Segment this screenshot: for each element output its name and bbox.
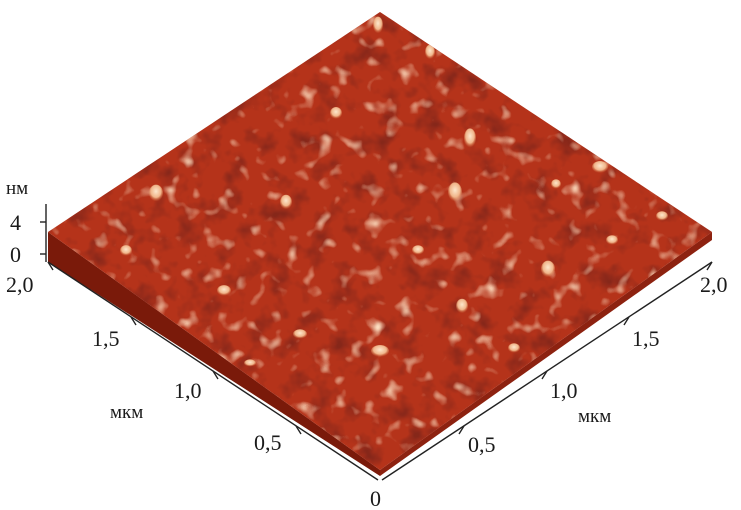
surface-peak <box>371 345 389 357</box>
height-tick-0: 0 <box>10 242 21 267</box>
surface-peak <box>508 343 520 353</box>
surface-peak <box>217 285 231 296</box>
left-tick-1-0: 1,0 <box>174 378 202 403</box>
left-tick-2-0: 2,0 <box>6 272 34 297</box>
right-tick-1-0: 1,0 <box>550 378 578 403</box>
right-tick-0-5: 0,5 <box>468 432 496 457</box>
origin-label: 0 <box>370 486 381 510</box>
surface-peak <box>541 260 555 278</box>
surface-peak <box>244 359 256 367</box>
left-tick-1-5: 1,5 <box>92 326 120 351</box>
surface-peaks <box>120 16 668 367</box>
surface-peak <box>280 194 292 210</box>
right-tick-2-0: 2,0 <box>700 272 728 297</box>
surface-peak <box>656 211 668 221</box>
left-axis-unit: мкм <box>110 402 143 423</box>
surface-left-face <box>48 232 380 476</box>
surface-peak <box>330 107 342 119</box>
left-axis: 2,0 1,5 1,0 0,5 мкм <box>6 261 379 481</box>
surface-peak <box>412 245 424 255</box>
surface-peak <box>456 298 468 314</box>
height-axis: нм 4 0 <box>6 178 47 267</box>
surface-peak <box>464 128 476 148</box>
surface-peak <box>293 329 307 339</box>
surface-peak <box>149 184 163 202</box>
surface-peak <box>120 245 132 256</box>
surface-peak <box>448 182 462 202</box>
left-tick-0-5: 0,5 <box>254 430 282 455</box>
surface-peak <box>606 235 618 245</box>
right-tick-1-5: 1,5 <box>632 326 660 351</box>
surface-peak <box>425 44 435 60</box>
surface-right-face <box>380 232 712 476</box>
right-axis-unit: мкм <box>578 406 611 427</box>
surface-peak <box>551 179 561 189</box>
surface-peak <box>373 16 383 34</box>
right-axis: 0,5 1,0 1,5 2,0 мкм <box>381 261 728 481</box>
height-axis-unit: нм <box>6 178 28 199</box>
surface-peak <box>592 161 608 173</box>
height-tick-4: 4 <box>10 210 21 235</box>
